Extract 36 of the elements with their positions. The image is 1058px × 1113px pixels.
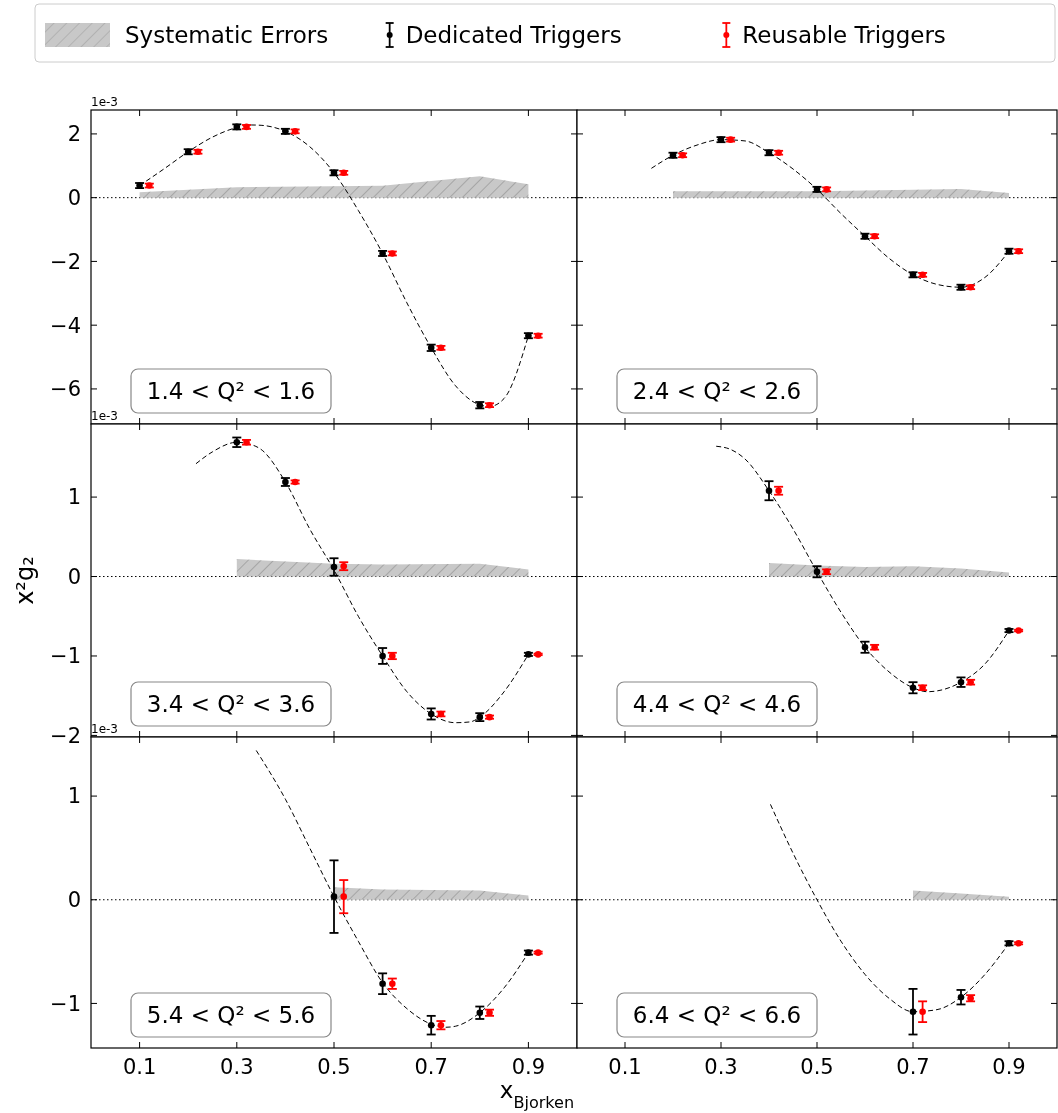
x-tick-label: 0.7	[896, 1055, 930, 1079]
annotation: 4.4 < Q² < 4.6	[632, 691, 802, 718]
y-tick-label: −1	[50, 991, 81, 1016]
y-axis-title: x²g₂	[11, 556, 39, 605]
x-tick-label: 0.5	[317, 1055, 351, 1079]
annotation: 6.4 < Q² < 6.6	[632, 1002, 802, 1029]
x-tick-label: 0.1	[608, 1055, 642, 1079]
x-tick-label: 0.3	[704, 1055, 738, 1079]
x-axis-title: x$_{Bjorken}$	[499, 1077, 575, 1112]
annotation: 1.4 < Q² < 1.6	[146, 378, 316, 405]
y-tick-label: 1	[67, 485, 81, 510]
legend-label: Systematic Errors	[125, 22, 329, 49]
x-tick-label: 0.1	[122, 1055, 157, 1079]
text: 1e-3	[91, 95, 118, 109]
x-tick-label: 0.7	[414, 1055, 448, 1079]
annotation: 2.4 < Q² < 2.6	[632, 378, 802, 405]
annotation: 5.4 < Q² < 5.6	[146, 1002, 316, 1029]
y-tick-label: −2	[50, 723, 81, 748]
annotation: 3.4 < Q² < 3.6	[146, 691, 316, 718]
annotation: 1e-3	[91, 409, 118, 423]
y-tick-label: −4	[50, 313, 81, 338]
y-tick-label: −1	[50, 644, 81, 669]
annotation: 1e-3	[91, 722, 118, 736]
y-tick-label: 0	[67, 564, 81, 589]
y-tick-label: 1	[67, 784, 81, 809]
y-tick-label: 0	[67, 186, 81, 211]
x-tick-label: 0.3	[220, 1055, 254, 1079]
y-tick-label: −6	[50, 377, 81, 402]
legend-label: Dedicated Triggers	[405, 22, 622, 49]
x-tick-label: 0.9	[511, 1055, 546, 1079]
x-tick-label: 0.5	[800, 1055, 834, 1079]
legend-label: Reusable Triggers	[742, 22, 946, 49]
y-tick-label: 0	[67, 888, 81, 913]
y-tick-label: 2	[67, 122, 81, 147]
x-tick-label: 0.9	[992, 1055, 1026, 1079]
y-tick-label: −2	[50, 249, 81, 274]
